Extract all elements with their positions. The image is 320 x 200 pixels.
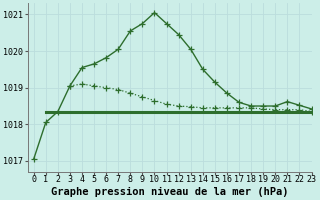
X-axis label: Graphe pression niveau de la mer (hPa): Graphe pression niveau de la mer (hPa)	[51, 186, 288, 197]
